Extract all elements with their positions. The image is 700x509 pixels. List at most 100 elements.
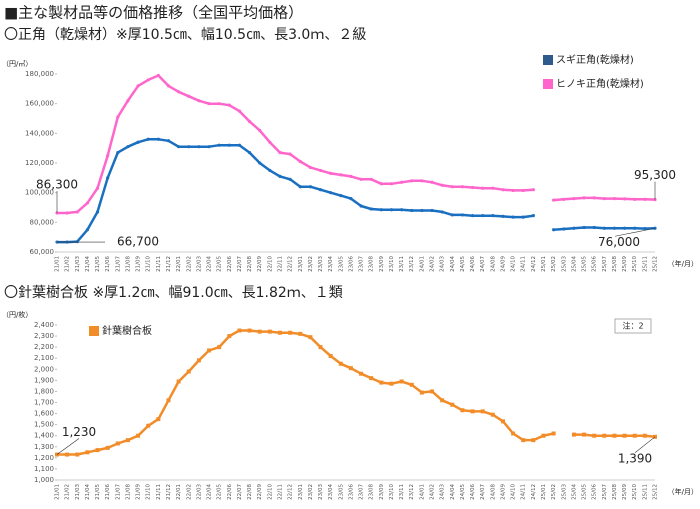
x-tick-label: 22/11 [277, 256, 283, 272]
x-tick-label: 25/02 [551, 484, 557, 500]
x-tick-label: 24/01 [419, 256, 425, 272]
y-tick-label: 2,300 [34, 332, 54, 340]
y-tick-label: 1,700 [34, 399, 54, 407]
point [410, 208, 414, 213]
value-label: 66,700 [117, 235, 159, 249]
point [552, 198, 556, 202]
point [85, 201, 90, 205]
x-tick-label: 22/01 [176, 256, 182, 272]
point [643, 226, 647, 231]
point [379, 380, 384, 385]
y-tick-label: 1,400 [34, 432, 54, 440]
x-tick-label: 22/09 [257, 484, 263, 500]
point [125, 438, 130, 443]
point [187, 145, 191, 149]
x-tick-label: 24/07 [480, 256, 486, 272]
x-tick-label: 22/08 [247, 484, 253, 500]
point [338, 361, 343, 366]
point [592, 196, 596, 200]
x-tick-label: 24/04 [450, 484, 456, 500]
point [166, 398, 171, 403]
point [490, 412, 495, 417]
point [430, 389, 435, 394]
point [318, 188, 323, 192]
y-tick-label: 2,100 [34, 354, 54, 362]
x-tick-label: 23/01 [298, 484, 304, 500]
point [329, 171, 333, 175]
point [217, 102, 221, 106]
point [65, 211, 69, 215]
point [308, 165, 312, 170]
point [105, 445, 110, 450]
x-tick-label: 25/06 [592, 256, 598, 272]
x-tick-label: 21/10 [146, 256, 152, 272]
point [622, 197, 627, 201]
x-tick-label: 23/03 [318, 256, 324, 272]
point [389, 381, 394, 386]
point [156, 73, 160, 78]
legend-label: 針葉樹合板 [102, 324, 152, 337]
x-tick-label: 25/10 [632, 484, 638, 500]
point [551, 431, 556, 436]
x-tick-label: 25/07 [602, 484, 608, 500]
point [572, 197, 576, 201]
x-tick-label: 21/02 [65, 484, 71, 500]
point [521, 438, 526, 443]
x-tick-label: 21/10 [146, 484, 152, 500]
point [389, 182, 394, 186]
point [369, 207, 373, 211]
y-axis-label: （円/㎥） [2, 59, 32, 68]
x-tick-label: 21/12 [166, 256, 172, 272]
x-tick-label: 23/04 [328, 484, 334, 500]
x-tick-label: 25/03 [561, 256, 567, 272]
point [106, 153, 110, 158]
point [288, 152, 292, 156]
point [106, 176, 110, 180]
point [146, 137, 150, 141]
point [531, 214, 535, 218]
x-tick-label: 24/10 [511, 256, 517, 272]
x-tick-label: 22/10 [267, 256, 273, 272]
x-tick-label: 21/04 [85, 256, 91, 272]
y-axis-label: （円/枚） [2, 310, 32, 319]
x-tick-label: 22/04 [207, 256, 213, 272]
point [85, 450, 90, 455]
x-tick-label: 24/09 [500, 256, 506, 272]
x-tick-label: 24/09 [500, 484, 506, 500]
x-tick-label: 22/12 [288, 484, 294, 500]
point [116, 151, 120, 155]
series-line [57, 74, 656, 215]
x-tick-label: 25/08 [612, 484, 618, 500]
x-tick-label: 22/11 [277, 484, 283, 500]
point [95, 448, 100, 453]
point [633, 197, 637, 201]
point [450, 185, 454, 189]
point [328, 354, 333, 358]
x-tick-label: 23/03 [318, 484, 324, 500]
point [460, 408, 465, 413]
x-tick-label: 25/08 [612, 256, 618, 272]
point [501, 214, 505, 218]
point [400, 180, 404, 184]
x-tick-label: 24/12 [531, 484, 537, 500]
x-tick-label: 23/10 [389, 256, 395, 272]
point [247, 328, 252, 333]
point [612, 197, 617, 201]
x-tick-label: 24/03 [440, 256, 446, 272]
point [419, 390, 424, 395]
x-tick-label: 21/06 [105, 256, 111, 272]
point [329, 191, 333, 195]
legend-label: ヒノキ正角(乾燥材) [556, 77, 644, 90]
y-tick-label: 1,500 [34, 421, 54, 429]
point [612, 433, 617, 438]
x-tick-label: 21/04 [85, 484, 91, 500]
x-tick-label: 22/12 [288, 256, 294, 272]
point [349, 197, 353, 201]
y-tick-label: 120,000 [25, 159, 54, 167]
x-tick-label: 21/03 [75, 484, 81, 500]
point [562, 197, 566, 201]
x-tick-label: 21/09 [136, 256, 142, 272]
point [298, 331, 303, 336]
point [379, 208, 383, 212]
x-tick-label: 25/04 [571, 484, 577, 500]
